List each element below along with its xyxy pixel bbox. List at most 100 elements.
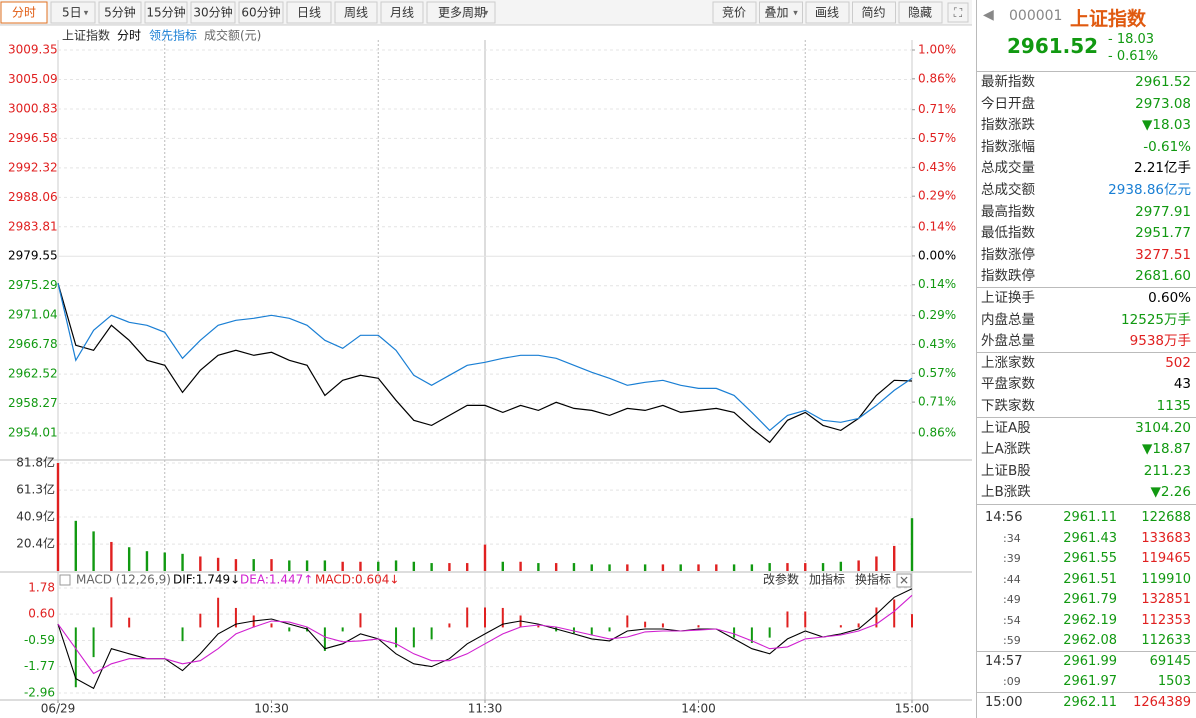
tick-row: :39 2961.55 119465: [977, 548, 1196, 569]
volume-bar: [732, 564, 736, 571]
volume-bar: [643, 564, 647, 571]
indicator-button[interactable]: 改参数: [763, 572, 799, 587]
quote-row: 上证换手 0.60%: [977, 288, 1196, 309]
period-button[interactable]: [426, 1, 496, 24]
macd-bar: [412, 627, 415, 648]
quote-label: 指数涨跌: [981, 117, 1035, 134]
prev-arrow[interactable]: ◀: [983, 7, 994, 23]
tick-row: :59 2962.08 112633: [977, 630, 1196, 651]
y2-tick-label: 0.29%: [918, 189, 956, 203]
tick-volume: 69145: [1149, 653, 1191, 669]
volume-bar: [270, 559, 273, 571]
tick-row: 14:57 2961.99 69145: [977, 651, 1196, 672]
y2-tick-label: 0.14%: [918, 277, 956, 291]
quote-row: 上B涨跌 ▼2.26: [977, 482, 1196, 503]
macd-line: [57, 588, 913, 690]
y-tick-label: 2992.32: [8, 160, 58, 174]
quote-value: 2938.86亿元: [1108, 182, 1191, 198]
quote-value: ▼2.26: [1150, 484, 1191, 501]
tool-label: 简约: [861, 5, 885, 20]
quote-label: 总成交额: [981, 182, 1035, 198]
tick-time: 15:00: [985, 694, 1023, 710]
macd-bar: [181, 627, 184, 642]
y2-tick-label: 0.00%: [918, 248, 956, 262]
legend-entry: 分时: [117, 29, 141, 43]
period-button[interactable]: [380, 1, 424, 24]
period-button[interactable]: [98, 1, 142, 24]
quote-label: 下跌家数: [981, 398, 1035, 414]
quote-row: 总成交量 2.21亿手: [977, 158, 1196, 179]
tick-price: 2961.43: [1063, 530, 1117, 546]
period-label: 5分钟: [104, 5, 136, 20]
quote-value: 3104.20: [1135, 419, 1191, 436]
volume-bar: [412, 561, 416, 571]
x-tick-label: 10:30: [254, 702, 289, 716]
tool-button[interactable]: [805, 1, 850, 24]
macd-bar: [697, 625, 700, 628]
macd-bar: [110, 597, 113, 628]
y-tick-label: 40.9亿: [16, 509, 55, 524]
volume-bar: [537, 563, 540, 571]
volume-bar: [448, 563, 451, 571]
y-tick-label: 2983.81: [8, 219, 58, 233]
close-icon: ✕: [899, 574, 909, 588]
volume-bar: [216, 557, 220, 571]
quote-row: 指数涨幅 -0.61%: [977, 137, 1196, 158]
period-button[interactable]: [144, 1, 188, 24]
quote-row: 总成交额 2938.86亿元: [977, 180, 1196, 201]
period-label: 15分钟: [146, 5, 185, 20]
tool-button[interactable]: [852, 1, 896, 24]
y-tick-label: -1.77: [24, 659, 55, 673]
price-line: [57, 283, 913, 432]
tick-row: 15:00 2962.11 1264389: [977, 692, 1196, 713]
period-button[interactable]: [334, 1, 378, 24]
y2-tick-label: 0.86%: [918, 426, 956, 440]
volume-bar: [394, 560, 398, 571]
dropdown-arrow: ▾: [84, 9, 89, 19]
stock-code: 000001: [1009, 8, 1063, 24]
chart-area: ⛶ ✕ 分时 5日 ▾ 5分钟 15分钟 30分钟 60分钟 日线 周线 月线 更多周期▾ 竞价 叠加 ▾…: [0, 0, 972, 716]
volume-bar: [323, 560, 327, 571]
macd-bar: [839, 625, 842, 628]
period-button[interactable]: [190, 1, 236, 24]
y-tick-label: -0.59: [24, 633, 55, 647]
volume-bar: [110, 541, 113, 571]
quote-value: 211.23: [1143, 462, 1191, 479]
period-button[interactable]: [50, 1, 96, 24]
close-button[interactable]: [896, 573, 912, 588]
quote-row: 上A涨跌 ▼18.87: [977, 439, 1196, 460]
period-button[interactable]: [0, 1, 48, 24]
indicator-button[interactable]: 换指标: [855, 572, 891, 587]
tool-button[interactable]: [759, 1, 803, 24]
fullscreen-button[interactable]: [947, 2, 969, 23]
macd-bar: [341, 627, 344, 632]
y-tick-label: 3009.35: [8, 43, 58, 57]
volume-bar: [804, 563, 807, 571]
macd-bar: [199, 613, 202, 628]
x-tick-label: 15:00: [895, 702, 930, 716]
quote-value: 12525万手: [1121, 311, 1191, 328]
tool-button[interactable]: [712, 1, 757, 24]
quote-label: 今日开盘: [981, 95, 1035, 112]
volume-bar: [92, 531, 95, 571]
y-tick-label: 3000.83: [8, 101, 58, 115]
tool-button[interactable]: [898, 1, 943, 24]
quote-label: 平盘家数: [981, 376, 1035, 393]
period-button[interactable]: [238, 1, 284, 24]
tick-volume: 119910: [1141, 571, 1191, 587]
macd-bar: [644, 621, 647, 628]
macd-stat: MACD:0.604↓: [315, 573, 399, 587]
quote-value: 2961.52: [1135, 74, 1191, 90]
y2-tick-label: 0.57%: [918, 131, 956, 145]
last-price: 2961.52: [1007, 34, 1099, 58]
tick-row: :09 2961.97 1503: [977, 671, 1196, 692]
y2-tick-label: 0.86%: [918, 71, 956, 85]
y-tick-label: 2954.01: [8, 426, 58, 440]
volume-bar: [839, 561, 843, 571]
indicator-button[interactable]: 加指标: [809, 572, 845, 587]
quote-label: 指数涨停: [981, 246, 1035, 263]
quote-value: ▼18.87: [1141, 441, 1191, 458]
legend-entry: 成交额(元): [204, 28, 261, 43]
period-button[interactable]: [286, 1, 332, 24]
tool-label: 叠加: [764, 6, 788, 20]
